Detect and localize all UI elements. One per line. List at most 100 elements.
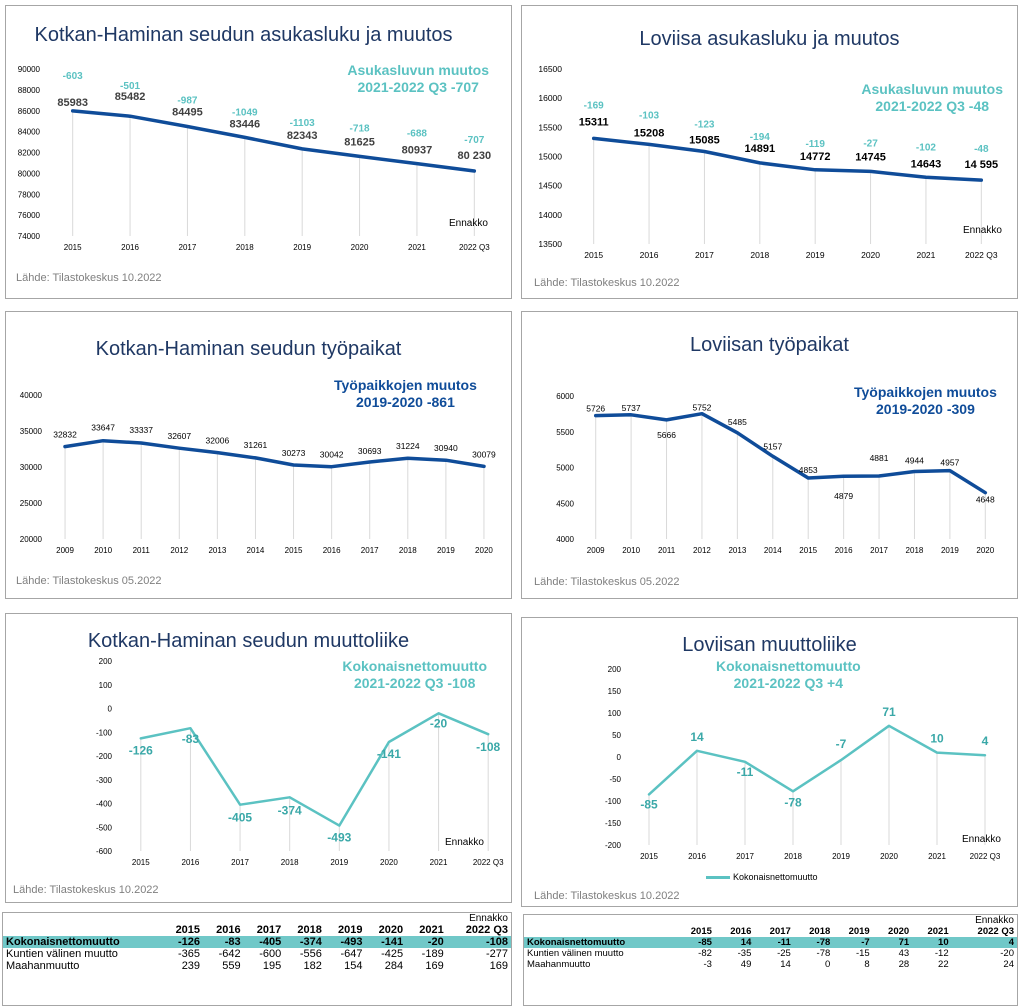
table-cell <box>284 913 325 924</box>
jobs-kh-panel: Kotkan-Haminan seudun työpaikat Työpaikk… <box>5 311 512 599</box>
table-header-row: 2015 2016 2017 2018 2019 2020 2021 2022 Q3 <box>524 926 1017 937</box>
ennakko-label: Ennakko <box>445 837 484 848</box>
data-label: 14 <box>690 730 704 744</box>
data-label: 31261 <box>244 440 268 450</box>
table-header: 2020 <box>888 926 910 937</box>
table-cell <box>365 913 406 924</box>
note-line-1: Asukasluvun muutos <box>347 62 489 78</box>
table-cell <box>754 915 793 926</box>
data-label: 82343 <box>287 130 318 142</box>
note-line-2: 2021-2022 Q3 +4 <box>733 675 844 691</box>
x-tick-label: 2014 <box>764 546 782 555</box>
table-header: 2018 <box>297 924 322 936</box>
x-tick-label: 2022 Q3 <box>965 250 998 260</box>
table-note: Ennakko <box>975 915 1014 926</box>
pop-lo-panel: Loviisa asukasluku ja muutos Asukasluvun… <box>521 5 1018 299</box>
data-label: 4853 <box>799 465 818 475</box>
chart-title: Kotkan-Haminan seudun työpaikat <box>95 338 402 360</box>
table-header: 2021 <box>419 924 444 936</box>
x-tick-label: 2017 <box>695 250 714 260</box>
data-label: 5485 <box>728 417 747 427</box>
change-label: -1049 <box>232 107 258 118</box>
table-cell: 169 <box>425 960 444 972</box>
y-tick-label: -200 <box>96 752 113 761</box>
x-tick-label: 2015 <box>132 858 150 867</box>
y-tick-label: -50 <box>609 775 621 784</box>
ennakko-label: Ennakko <box>963 225 1002 236</box>
table-cell: 28 <box>898 959 910 970</box>
table-cell: -12 <box>934 948 949 959</box>
table-header: 2016 <box>216 924 241 936</box>
y-tick-label: 14000 <box>538 210 562 220</box>
y-tick-label: 86000 <box>18 107 41 116</box>
change-label: -27 <box>863 138 878 149</box>
table-header: 2015 <box>690 926 712 937</box>
table-cell: 4 <box>951 937 1017 948</box>
table-cell: -600 <box>259 948 282 960</box>
y-tick-label: 15000 <box>538 152 562 162</box>
data-label: 32006 <box>206 436 230 446</box>
y-tick-label: -500 <box>96 823 113 832</box>
data-label: 5666 <box>657 430 676 440</box>
table-cell: 71 <box>872 937 913 948</box>
table-cell: -647 <box>340 948 363 960</box>
table-cell <box>524 915 675 926</box>
x-tick-label: 2010 <box>94 546 112 555</box>
x-tick-label: 2013 <box>208 546 226 555</box>
data-label: 5752 <box>692 403 711 413</box>
x-tick-label: 2012 <box>170 546 188 555</box>
source-label: Lähde: Tilastokeskus 05.2022 <box>16 575 162 587</box>
data-label: 15311 <box>579 116 609 128</box>
data-label: 80 230 <box>457 150 491 162</box>
table-cell <box>794 915 833 926</box>
data-label: 33647 <box>91 423 115 433</box>
table-cell: 239 <box>181 960 201 972</box>
note-line-2: 2019-2020 -861 <box>356 394 455 410</box>
y-tick-label: -400 <box>96 800 113 809</box>
change-note: Työpaikkojen muutos 2019-2020 -861 <box>334 377 477 411</box>
y-tick-label: 84000 <box>18 128 41 137</box>
table-cell: -277 <box>485 948 508 960</box>
x-tick-label: 2020 <box>380 858 398 867</box>
table-cell: 14 <box>780 959 791 970</box>
pop-kh-chart: 74000 76000 78000 80000 82000 84000 86000 88000… <box>18 65 491 252</box>
x-tick-label: 2016 <box>121 243 139 252</box>
change-label: -119 <box>805 139 825 150</box>
x-tick-label: 2020 <box>861 250 880 260</box>
data-label: 85983 <box>57 97 88 109</box>
change-label: -688 <box>407 129 427 140</box>
table-note-row: Ennakko <box>3 913 511 924</box>
jobs-kh-chart: 20000 25000 30000 35000 40000 2009 2010 2011 201… <box>20 391 496 555</box>
table-cell <box>912 915 951 926</box>
mig-lo-panel: Loviisan muuttoliike Kokonaisnettomuutto… <box>521 617 1018 907</box>
change-label: -501 <box>120 81 140 92</box>
y-tick-label: 40000 <box>20 391 43 400</box>
change-label: -987 <box>177 95 197 106</box>
y-tick-label: 0 <box>617 753 622 762</box>
table-cell: -82 <box>698 948 712 959</box>
y-tick-label: 4500 <box>556 499 574 508</box>
table-cell <box>203 913 244 924</box>
x-tick-label: 2016 <box>835 546 853 555</box>
x-tick-label: 2019 <box>293 243 311 252</box>
y-tick-label: 74000 <box>18 232 41 241</box>
data-label: -108 <box>476 740 500 754</box>
data-label: -83 <box>182 732 200 746</box>
pop-kh-panel: Kotkan-Haminan seudun asukasluku ja muut… <box>5 5 512 299</box>
note-line-2: 2021-2022 Q3 -48 <box>875 98 990 114</box>
table-note-row: Ennakko <box>524 915 1017 926</box>
table-cell: Maahanmuutto <box>6 960 80 972</box>
note-line-1: Työpaikkojen muutos <box>854 384 997 400</box>
y-tick-label: 80000 <box>18 169 41 178</box>
table-header: 2017 <box>769 926 791 937</box>
data-label: 14 595 <box>964 159 998 171</box>
table-cell <box>3 913 162 924</box>
table-cell: 284 <box>384 960 404 972</box>
mig-lo-chart: -200 -150 -100 -50 0 50 100 150 200 2015 2016 2017 2… <box>605 665 1001 861</box>
x-tick-label: 2019 <box>832 852 850 861</box>
table-cell: -141 <box>365 936 407 948</box>
table-header: 2018 <box>809 926 831 937</box>
mig-kh-chart: -600 -500 -400 -300 -200 -100 0 100 200 2015 2016 2… <box>96 657 504 867</box>
table-cell: -374 <box>284 936 325 948</box>
change-label: -707 <box>464 135 484 146</box>
